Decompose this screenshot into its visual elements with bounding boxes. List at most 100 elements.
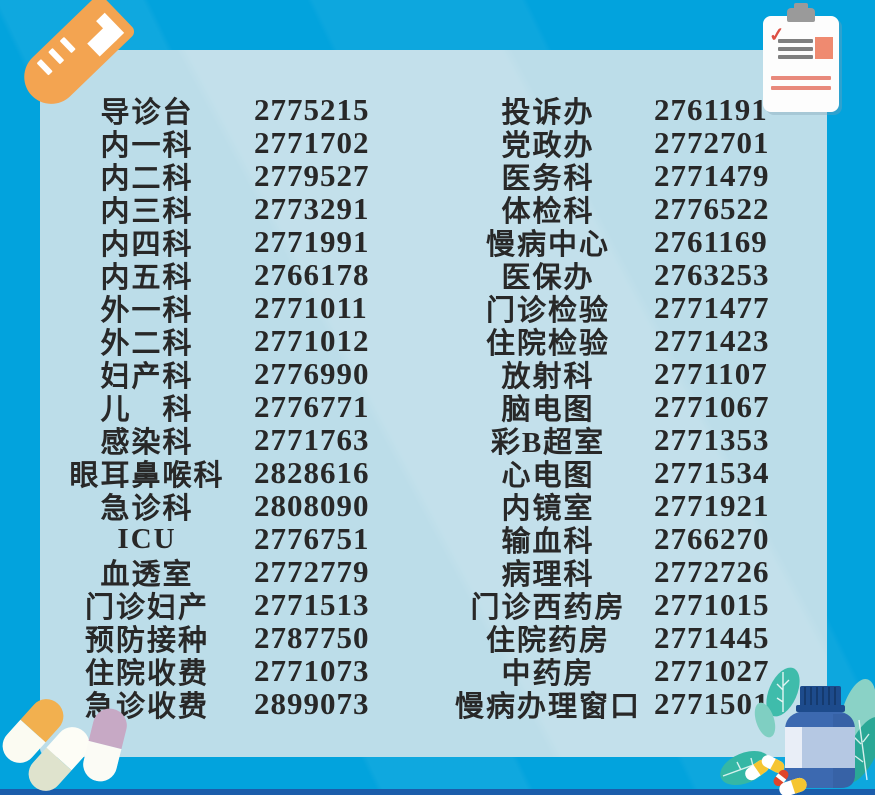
table-row: 感染科 2771763 彩B超室 2771353 bbox=[58, 419, 774, 459]
bottle-shape bbox=[785, 686, 855, 788]
phone-number-left: 2771763 bbox=[254, 422, 370, 457]
phone-number-left: 2808090 bbox=[254, 488, 370, 523]
department-name-left: 内一科 bbox=[100, 130, 194, 162]
phone-number-right: 2771501 bbox=[654, 686, 770, 721]
table-row: ICU 2776751 输血科 2766270 bbox=[58, 518, 774, 558]
phone-number-right: 2771353 bbox=[654, 422, 770, 457]
phone-number-right: 2771067 bbox=[654, 389, 770, 424]
phone-number-left: 2771991 bbox=[254, 224, 370, 259]
phone-number-right: 2772701 bbox=[654, 125, 770, 160]
checkmark-icon: ✓ bbox=[767, 24, 786, 47]
table-row: 急诊收费 2899073 慢病办理窗口 2771501 bbox=[58, 683, 774, 723]
phone-number-right: 2776522 bbox=[654, 191, 770, 226]
table-row: 妇产科 2776990 放射科 2771107 bbox=[58, 353, 774, 393]
medicine-bottle-icon bbox=[715, 650, 875, 795]
department-name-right: 病理科 bbox=[501, 559, 595, 591]
phone-number-right: 2771107 bbox=[654, 356, 768, 391]
table-row: 急诊科 2808090 内镜室 2771921 bbox=[58, 485, 774, 525]
department-name-left: 外一科 bbox=[100, 295, 194, 327]
department-name-left: 内二科 bbox=[100, 163, 194, 195]
phone-number-right: 2771015 bbox=[654, 587, 770, 622]
department-name-right: 中药房 bbox=[501, 658, 595, 690]
phone-number-right: 2766270 bbox=[654, 521, 770, 556]
phone-number-right: 2771027 bbox=[654, 653, 770, 688]
phone-number-right: 2771423 bbox=[654, 323, 770, 358]
table-row: 住院收费 2771073 中药房 2771027 bbox=[58, 650, 774, 690]
clipboard-icon: ✓ bbox=[763, 3, 839, 112]
test-tube-icon bbox=[2, 0, 152, 136]
department-name-right: 输血科 bbox=[501, 526, 595, 558]
medicine-bottle-graphic bbox=[720, 667, 875, 795]
department-name-right: 慢病中心 bbox=[485, 229, 610, 261]
phone-number-right: 2771477 bbox=[654, 290, 770, 325]
table-row: 儿 科 2776771 脑电图 2771067 bbox=[58, 386, 774, 426]
table-row: 内四科 2771991 慢病中心 2761169 bbox=[58, 221, 774, 261]
department-name-left: 儿 科 bbox=[100, 394, 194, 426]
department-name-left: 门诊妇产 bbox=[84, 592, 209, 624]
clipboard-clip bbox=[794, 3, 808, 10]
phone-number-right: 2771445 bbox=[654, 620, 770, 655]
phone-number-right: 2771479 bbox=[654, 158, 770, 193]
department-name-left: 妇产科 bbox=[100, 361, 194, 393]
department-name-left: 外二科 bbox=[100, 328, 194, 360]
phone-number-left: 2771513 bbox=[254, 587, 370, 622]
phone-number-left: 2776771 bbox=[254, 389, 370, 424]
phone-number-right: 2772726 bbox=[654, 554, 770, 589]
department-name-right: 彩B超室 bbox=[490, 427, 606, 459]
department-name-right: 住院药房 bbox=[485, 625, 610, 657]
table-row: 内三科 2773291 体检科 2776522 bbox=[58, 188, 774, 228]
department-name-right: 放射科 bbox=[501, 361, 595, 393]
clipboard-text-line bbox=[771, 86, 831, 90]
department-name-right: 投诉办 bbox=[501, 97, 595, 129]
phone-number-left: 2779527 bbox=[254, 158, 370, 193]
clipboard-photo-box bbox=[815, 37, 833, 59]
phone-number-left: 2771011 bbox=[254, 290, 368, 325]
department-name-right: 体检科 bbox=[501, 196, 595, 228]
department-name-left: 住院收费 bbox=[84, 658, 209, 690]
phone-number-left: 2899073 bbox=[254, 686, 370, 721]
phone-number-left: 2776751 bbox=[254, 521, 370, 556]
phone-directory-table: 导诊台 2775215 投诉办 2761191 内一科 2771702 党政办 … bbox=[58, 89, 774, 723]
phone-number-left: 2771073 bbox=[254, 653, 370, 688]
clipboard-text-line bbox=[778, 55, 813, 59]
table-row: 血透室 2772779 病理科 2772726 bbox=[58, 551, 774, 591]
phone-number-left: 2828616 bbox=[254, 455, 370, 490]
mini-pill-icons bbox=[745, 755, 807, 795]
department-name-left: 内五科 bbox=[100, 262, 194, 294]
phone-number-left: 2766178 bbox=[254, 257, 370, 292]
clipboard-text-line bbox=[778, 39, 813, 43]
clipboard-text-line bbox=[771, 76, 831, 80]
phone-number-right: 2763253 bbox=[654, 257, 770, 292]
phone-number-left: 2771012 bbox=[254, 323, 370, 358]
phone-number-left: 2775215 bbox=[254, 92, 370, 127]
department-name-left: 血透室 bbox=[100, 559, 194, 591]
table-row: 导诊台 2775215 投诉办 2761191 bbox=[58, 89, 774, 129]
department-name-right: 住院检验 bbox=[485, 328, 610, 360]
department-name-right: 心电图 bbox=[501, 460, 595, 492]
table-row: 内二科 2779527 医务科 2771479 bbox=[58, 155, 774, 195]
clipboard-clip bbox=[787, 8, 815, 22]
phone-number-right: 2761191 bbox=[654, 92, 768, 127]
table-row: 内五科 2766178 医保办 2763253 bbox=[58, 254, 774, 294]
phone-number-left: 2772779 bbox=[254, 554, 370, 589]
table-row: 内一科 2771702 党政办 2772701 bbox=[58, 122, 774, 162]
table-row: 眼耳鼻喉科 2828616 心电图 2771534 bbox=[58, 452, 774, 492]
department-name-right: 党政办 bbox=[501, 130, 595, 162]
directory-panel bbox=[40, 50, 827, 757]
department-name-left: 预防接种 bbox=[84, 625, 209, 657]
table-row: 预防接种 2787750 住院药房 2771445 bbox=[58, 617, 774, 657]
test-tube-body bbox=[13, 0, 137, 116]
department-name-left: 导诊台 bbox=[100, 97, 194, 129]
department-name-left: ICU bbox=[117, 522, 177, 555]
table-row: 外一科 2771011 门诊检验 2771477 bbox=[58, 287, 774, 327]
department-name-left: 急诊收费 bbox=[84, 691, 209, 723]
department-name-left: 眼耳鼻喉科 bbox=[69, 460, 225, 492]
department-name-left: 急诊科 bbox=[100, 493, 194, 525]
phone-number-right: 2761169 bbox=[654, 224, 768, 259]
phone-number-right: 2771921 bbox=[654, 488, 770, 523]
table-row: 门诊妇产 2771513 门诊西药房 2771015 bbox=[58, 584, 774, 624]
department-name-left: 内三科 bbox=[100, 196, 194, 228]
department-name-right: 慢病办理窗口 bbox=[454, 691, 641, 723]
department-name-right: 门诊检验 bbox=[485, 295, 610, 327]
